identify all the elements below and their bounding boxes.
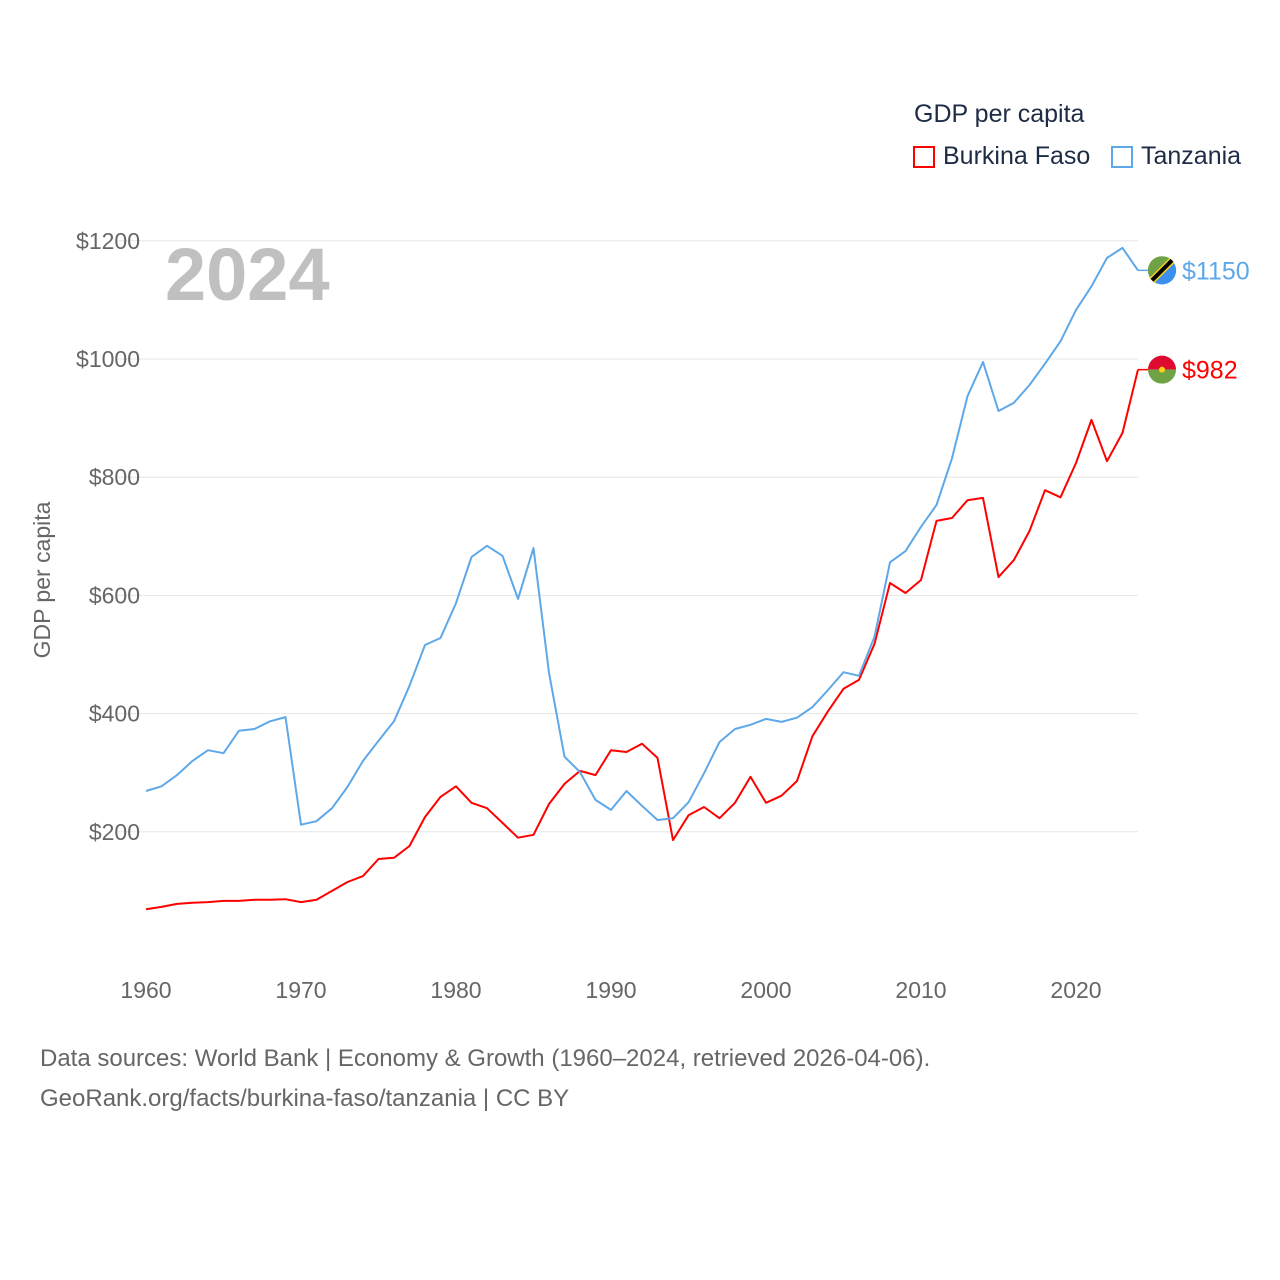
flag-red <box>1148 355 1176 370</box>
series-line-burkina-faso <box>145 369 1139 911</box>
x-tick-label: 1960 <box>120 977 171 1003</box>
footer-sources: Data sources: World Bank | Economy & Gro… <box>40 1045 931 1072</box>
legend-swatch <box>913 145 935 168</box>
flag-green <box>1148 369 1176 384</box>
footer-attribution[interactable]: GeoRank.org/facts/burkina-faso/tanzania … <box>40 1085 570 1112</box>
end-value-label: $982 <box>1182 357 1238 385</box>
burkina-faso-flag-icon <box>1148 355 1176 384</box>
x-tick-label: 2000 <box>740 977 791 1003</box>
y-axis-label: GDP per capita <box>29 501 55 658</box>
tanzania-flag-icon <box>1147 256 1177 285</box>
x-tick-label: 1970 <box>275 977 326 1003</box>
legend-label: Tanzania <box>1141 142 1242 170</box>
legend-label: Burkina Faso <box>943 142 1091 170</box>
legend-item-tanzania[interactable]: Tanzania <box>1111 142 1241 171</box>
x-tick-label: 1990 <box>585 977 636 1003</box>
x-tick-label: 2010 <box>895 977 946 1003</box>
legend-item-burkina-faso[interactable]: Burkina Faso <box>913 142 1090 171</box>
x-tick-label: 2020 <box>1050 977 1101 1003</box>
series-line-tanzania <box>145 246 1139 826</box>
flag-black <box>1150 258 1174 282</box>
y-tick-label: $400 <box>89 701 140 727</box>
y-tick-label: $200 <box>89 819 140 845</box>
y-tick-label: $1000 <box>76 346 140 372</box>
y-tick-label: $1200 <box>76 228 140 254</box>
year-label: 2024 <box>165 233 330 316</box>
legend-title: GDP per capita <box>914 100 1085 128</box>
y-tick-label: $800 <box>89 464 140 490</box>
flag-star <box>1159 366 1165 373</box>
legend-swatch <box>1111 145 1133 168</box>
y-tick-label: $600 <box>89 582 140 608</box>
x-tick-label: 1980 <box>430 977 481 1003</box>
end-value-label: $1150 <box>1182 257 1250 285</box>
